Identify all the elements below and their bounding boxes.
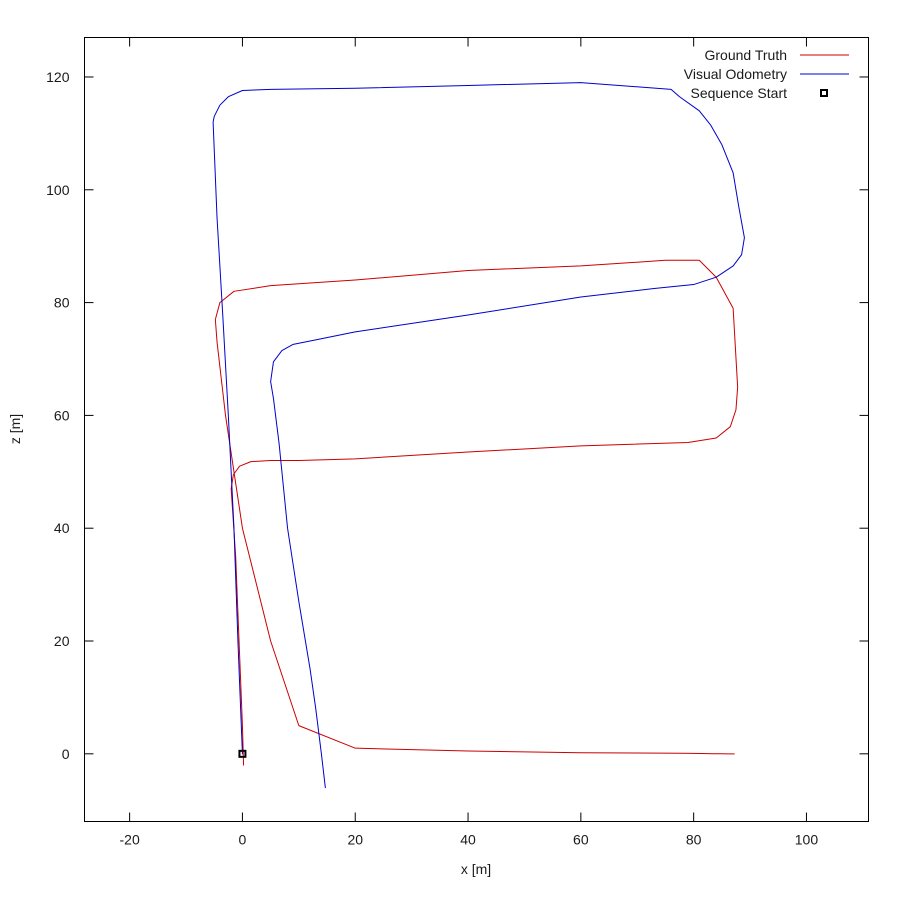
y-tick-label: 120 [46, 69, 70, 85]
plot-frame [84, 37, 869, 822]
series-line-ground-truth [214, 259, 739, 766]
sequence-start-marker [238, 749, 247, 758]
x-tick-label: 60 [573, 832, 589, 848]
x-axis-label: x [m] [461, 861, 491, 877]
y-axis-label: z [m] [7, 414, 23, 444]
x-tick-label: 0 [239, 832, 247, 848]
y-tick-label: 40 [54, 520, 70, 536]
legend-label: Visual Odometry [684, 66, 787, 82]
legend-swatch [820, 89, 828, 97]
legend: Ground Truth Visual Odometry Sequence Star… [684, 47, 849, 101]
series-line-visual-odometry [212, 82, 745, 789]
legend-label: Ground Truth [705, 47, 788, 63]
y-tick-label: 60 [54, 407, 70, 423]
series-layer [212, 82, 745, 789]
y-tick-label: 80 [54, 295, 70, 311]
x-tick-label: -20 [120, 832, 140, 848]
x-tick-label: 20 [347, 832, 363, 848]
x-tick-label: 100 [795, 832, 819, 848]
y-tick-label: 20 [54, 633, 70, 649]
x-tick-label: 80 [686, 832, 702, 848]
tick-layer: -20 0 20 40 60 80 100 0 20 40 60 80 100 120 [46, 37, 869, 848]
x-tick-label: 40 [460, 832, 476, 848]
y-tick-label: 100 [46, 182, 70, 198]
y-tick-label: 0 [62, 746, 70, 762]
legend-label: Sequence Start [690, 85, 787, 101]
